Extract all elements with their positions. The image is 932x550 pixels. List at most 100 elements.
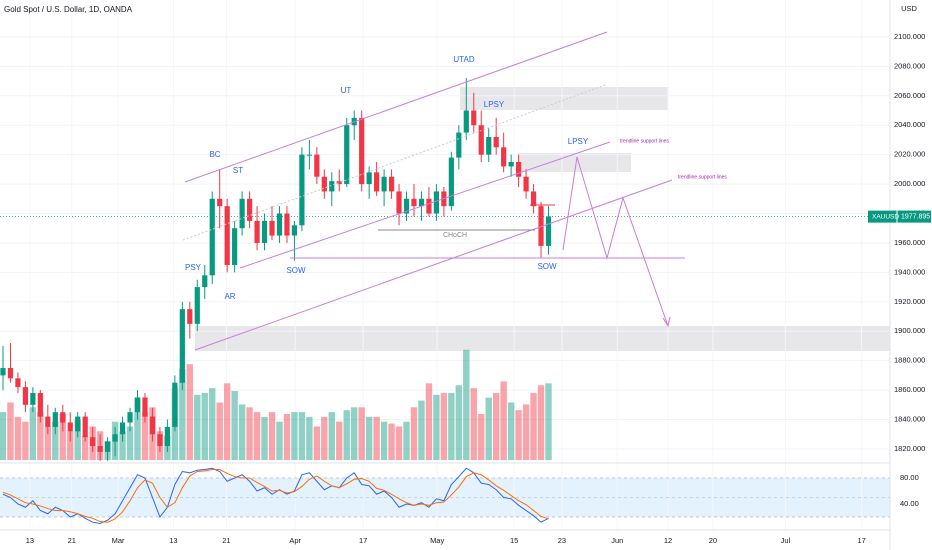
annotation: trendline support lines	[678, 174, 727, 180]
candle-body	[52, 412, 58, 427]
candle-body	[336, 181, 342, 185]
candle-body	[508, 162, 514, 167]
candle-body	[239, 198, 245, 229]
annotation: CHoCH	[443, 232, 467, 239]
volume-bar	[403, 421, 410, 460]
volume-bar	[29, 407, 37, 460]
volume-bar	[291, 412, 298, 460]
x-tick-label: 21	[68, 536, 76, 545]
y-tick-label: 1920.000	[894, 297, 925, 306]
candle-body	[486, 136, 492, 155]
volume-bar	[283, 414, 291, 460]
candle-body	[411, 198, 417, 207]
candle-body	[433, 191, 440, 214]
projection	[562, 156, 669, 327]
volume-bar	[52, 421, 59, 460]
volume-bar	[298, 412, 306, 460]
annotation: PSY	[185, 263, 202, 272]
volume-bar	[306, 416, 313, 460]
candle-body	[545, 216, 552, 246]
candle-body	[82, 416, 88, 438]
candle-body	[157, 434, 163, 447]
candle-body	[134, 397, 141, 413]
volume-bar	[37, 412, 44, 460]
candle-body	[366, 172, 372, 185]
volume-bar	[485, 397, 492, 460]
candle-body	[224, 206, 230, 266]
x-tick-label: 12	[664, 536, 672, 545]
volume-bar	[351, 407, 358, 460]
x-tick-label: Apr	[289, 536, 301, 545]
candle-body	[232, 228, 238, 266]
candle-body	[321, 176, 327, 192]
candle-body	[0, 368, 6, 376]
volume-bar	[328, 412, 335, 460]
volume-bar	[276, 421, 283, 460]
projection-arrow	[662, 316, 671, 328]
candle-body	[194, 287, 200, 324]
drawings	[0, 0, 891, 550]
candle-body	[90, 437, 96, 447]
volume-bar	[268, 412, 276, 460]
volume-bar	[410, 407, 418, 460]
candle-body	[284, 213, 290, 236]
x-tick-label: 23	[558, 536, 566, 545]
x-tick-label: 13	[169, 536, 177, 545]
last-price-box	[868, 210, 931, 223]
volume-bar	[261, 416, 268, 460]
volume-bar	[134, 397, 141, 460]
candle-body	[67, 422, 73, 432]
y-tick-label: 2040.000	[894, 120, 925, 129]
y-tick-label: 1880.000	[894, 356, 925, 365]
candle-body	[538, 206, 544, 246]
volume-bar	[418, 400, 425, 460]
candle-body	[374, 172, 380, 192]
y-tick-label: 2100.000	[894, 32, 925, 41]
channel-upper	[184, 31, 608, 183]
candle-body	[119, 422, 126, 435]
volume-bar	[448, 392, 455, 460]
annotation: BC	[209, 150, 220, 159]
candle-body	[329, 181, 335, 192]
stoch-line	[2, 467, 549, 525]
volume-bar	[231, 391, 238, 460]
volume-bar	[515, 410, 522, 460]
volume-bar	[0, 412, 7, 460]
candle-body	[30, 393, 36, 405]
volume-bar	[67, 431, 74, 460]
volume-bar	[194, 394, 201, 460]
volume-bar	[253, 412, 261, 460]
volume-bar	[22, 421, 29, 460]
channel-lower	[239, 141, 611, 269]
y-tick-label: 1900.000	[894, 326, 925, 335]
x-tick-label: Jul	[781, 536, 791, 545]
supply-zone	[460, 87, 668, 110]
candle-body	[149, 416, 156, 435]
annotation: LPSY	[484, 100, 505, 109]
volume-bar	[216, 402, 223, 460]
volume-bar	[478, 414, 485, 460]
volume-bar	[380, 421, 388, 460]
candle-body	[463, 110, 469, 133]
x-tick-label: Jun	[611, 536, 623, 545]
volume-bar	[455, 385, 463, 460]
volume-bar	[223, 383, 231, 460]
volume-bar	[7, 402, 14, 460]
y-tick-label: 2000.000	[894, 179, 925, 188]
volume-bar	[44, 426, 52, 460]
y-tick-label: 2020.000	[894, 150, 925, 159]
x-tick-label: 21	[222, 536, 230, 545]
x-tick-label: 13	[26, 536, 34, 545]
volume-bar	[14, 416, 22, 460]
y-tick-label: 1820.000	[894, 444, 925, 453]
volume-bar	[343, 410, 350, 460]
candle-body	[478, 125, 484, 155]
candle-body	[448, 157, 454, 207]
chart-title: Gold Spot / U.S. Dollar, 1D, OANDA	[4, 5, 133, 14]
candle-body	[142, 397, 148, 417]
volume-bar	[545, 383, 552, 460]
volume-bar	[463, 349, 470, 460]
annotation: SOW	[286, 266, 306, 275]
volume-bar	[522, 404, 530, 460]
